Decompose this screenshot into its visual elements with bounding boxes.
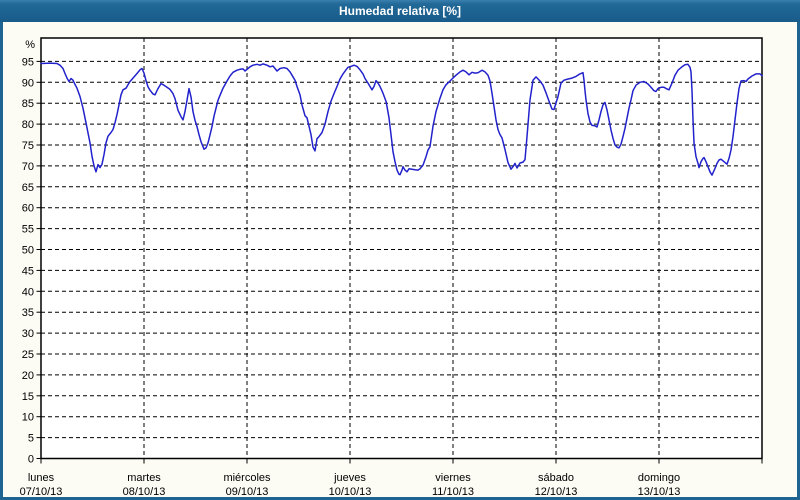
y-tick-label: 0 bbox=[28, 454, 34, 466]
y-tick-label: 55 bbox=[22, 224, 34, 236]
x-tick-label-date: 09/10/13 bbox=[226, 486, 269, 497]
x-tick-label-date: 13/10/13 bbox=[638, 486, 681, 497]
plot-area bbox=[41, 38, 762, 459]
y-tick-label: 5 bbox=[28, 433, 34, 445]
x-tick-label-day: martes bbox=[127, 472, 161, 484]
y-tick-label: 40 bbox=[22, 286, 34, 298]
y-tick-label: 35 bbox=[22, 307, 34, 319]
x-tick-label-day: sábado bbox=[538, 472, 574, 484]
humidity-series-line bbox=[40, 62, 763, 176]
y-tick-label: 30 bbox=[22, 328, 34, 340]
x-tick-label-date: 12/10/13 bbox=[535, 486, 578, 497]
y-tick-label: 15 bbox=[22, 391, 34, 403]
humidity-line-chart: 05101520253035404550556065707580859095%l… bbox=[20, 37, 763, 497]
x-tick-label-day: lunes bbox=[28, 472, 55, 484]
window-title: Humedad relativa [%] bbox=[338, 4, 462, 18]
y-tick-label: 20 bbox=[22, 370, 34, 382]
x-tick-label-day: miércoles bbox=[223, 472, 271, 484]
x-tick-label-date: 10/10/13 bbox=[329, 486, 372, 497]
y-grid-and-labels: 0 5 10 15 20 25 30 35 40 45 50 55 60 65 70 75 80 85 90 95 bbox=[22, 56, 762, 466]
y-tick-label: 25 bbox=[22, 349, 34, 361]
x-tick-label-day: domingo bbox=[638, 472, 680, 484]
y-tick-label: 95 bbox=[22, 56, 34, 68]
y-tick-label: 75 bbox=[22, 140, 34, 152]
y-tick-label: 70 bbox=[22, 161, 34, 173]
x-tick-label-day: jueves bbox=[333, 472, 366, 484]
y-tick-label: 65 bbox=[22, 182, 34, 194]
x-tick-label-date: 08/10/13 bbox=[123, 486, 166, 497]
x-grid-and-labels: lunes 07/10/13 martes 08/10/13 miércoles 09/1… bbox=[20, 38, 763, 497]
chart-panel: 0 5 10 15 20 25 30 35 40 45 50 55 60 65 70 75 80 85 90 95% l… bbox=[3, 22, 797, 497]
y-tick-label: 45 bbox=[22, 265, 34, 277]
y-axis-unit-label: % bbox=[25, 39, 35, 51]
x-tick-label-date: 07/10/13 bbox=[20, 486, 63, 497]
x-tick-label-day: viernes bbox=[435, 472, 471, 484]
y-tick-label: 90 bbox=[22, 77, 34, 89]
x-tick-label-date: 11/10/13 bbox=[432, 486, 474, 497]
plot-frame bbox=[40, 37, 763, 460]
y-tick-label: 80 bbox=[22, 119, 34, 131]
window-title-bar[interactable]: Humedad relativa [%] bbox=[0, 0, 800, 22]
y-tick-label: 10 bbox=[22, 412, 34, 424]
y-tick-label: 85 bbox=[22, 98, 34, 110]
y-tick-label: 60 bbox=[22, 203, 34, 215]
y-tick-label: 50 bbox=[22, 245, 34, 257]
